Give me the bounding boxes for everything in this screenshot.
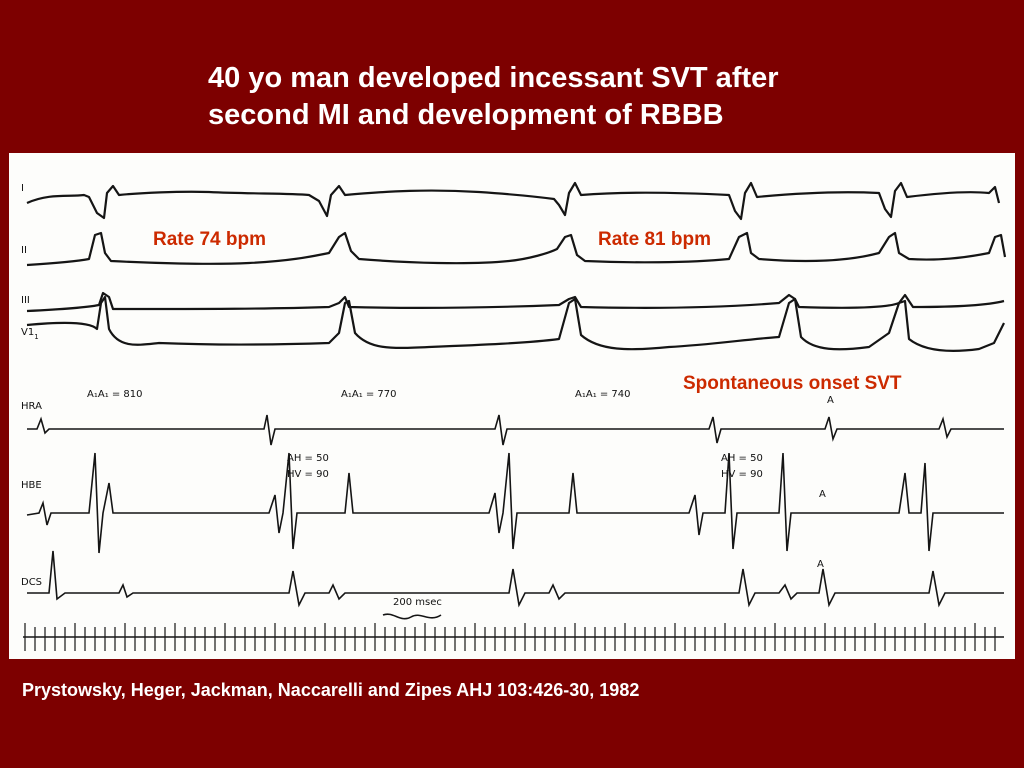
a-marker-hra: A (827, 395, 834, 406)
trace-lead-ii (26, 231, 1007, 267)
lead-label-hra: HRA (21, 401, 42, 412)
citation: Prystowsky, Heger, Jackman, Naccarelli a… (22, 680, 640, 700)
lead-label-hbe: HBE (21, 480, 42, 491)
slide-title: 40 yo man developed incessant SVT after … (208, 60, 779, 134)
hv-label-1: HV = 90 (287, 469, 329, 480)
lead-label-ii: II (21, 245, 27, 256)
trace-lead-v1 (26, 295, 1005, 352)
ecg-tracing-panel: I II III V11 HRA HBE DCS A₁A₁ = 810 A₁A₁… (9, 153, 1015, 659)
trace-lead-dcs (27, 550, 1004, 608)
lead-label-dcs: DCS (21, 577, 42, 588)
lead-label-iii: III (21, 295, 30, 306)
time-marker-ticks (24, 623, 996, 651)
ah-label-1: AH = 50 (287, 453, 329, 464)
a-marker-hbe: A (819, 489, 826, 500)
ah-label-2: AH = 50 (721, 453, 763, 464)
scale-label: 200 msec (393, 597, 442, 608)
title-line-2: second MI and development of RBBB (208, 99, 724, 131)
a-marker-dcs: A (817, 559, 824, 570)
scale-brace (382, 613, 442, 620)
rate-annotation-81: Rate 81 bpm (598, 229, 711, 250)
trace-lead-i (26, 181, 1001, 221)
svt-onset-annotation: Spontaneous onset SVT (683, 373, 902, 394)
interval-label-2: A₁A₁ = 770 (341, 389, 397, 400)
interval-label-3: A₁A₁ = 740 (575, 389, 631, 400)
interval-label-1: A₁A₁ = 810 (87, 389, 143, 400)
lead-label-v1: V11 (21, 327, 39, 341)
trace-lead-hra (27, 414, 1004, 446)
rate-annotation-74: Rate 74 bpm (153, 229, 266, 250)
trace-lead-hbe (26, 452, 1004, 554)
title-line-1: 40 yo man developed incessant SVT after (208, 62, 779, 94)
lead-label-i: I (21, 183, 24, 194)
ecg-tracing-figure: I II III V11 HRA HBE DCS A₁A₁ = 810 A₁A₁… (21, 181, 1007, 651)
hv-label-2: HV = 90 (721, 469, 763, 480)
trace-lead-iii (26, 291, 1005, 313)
